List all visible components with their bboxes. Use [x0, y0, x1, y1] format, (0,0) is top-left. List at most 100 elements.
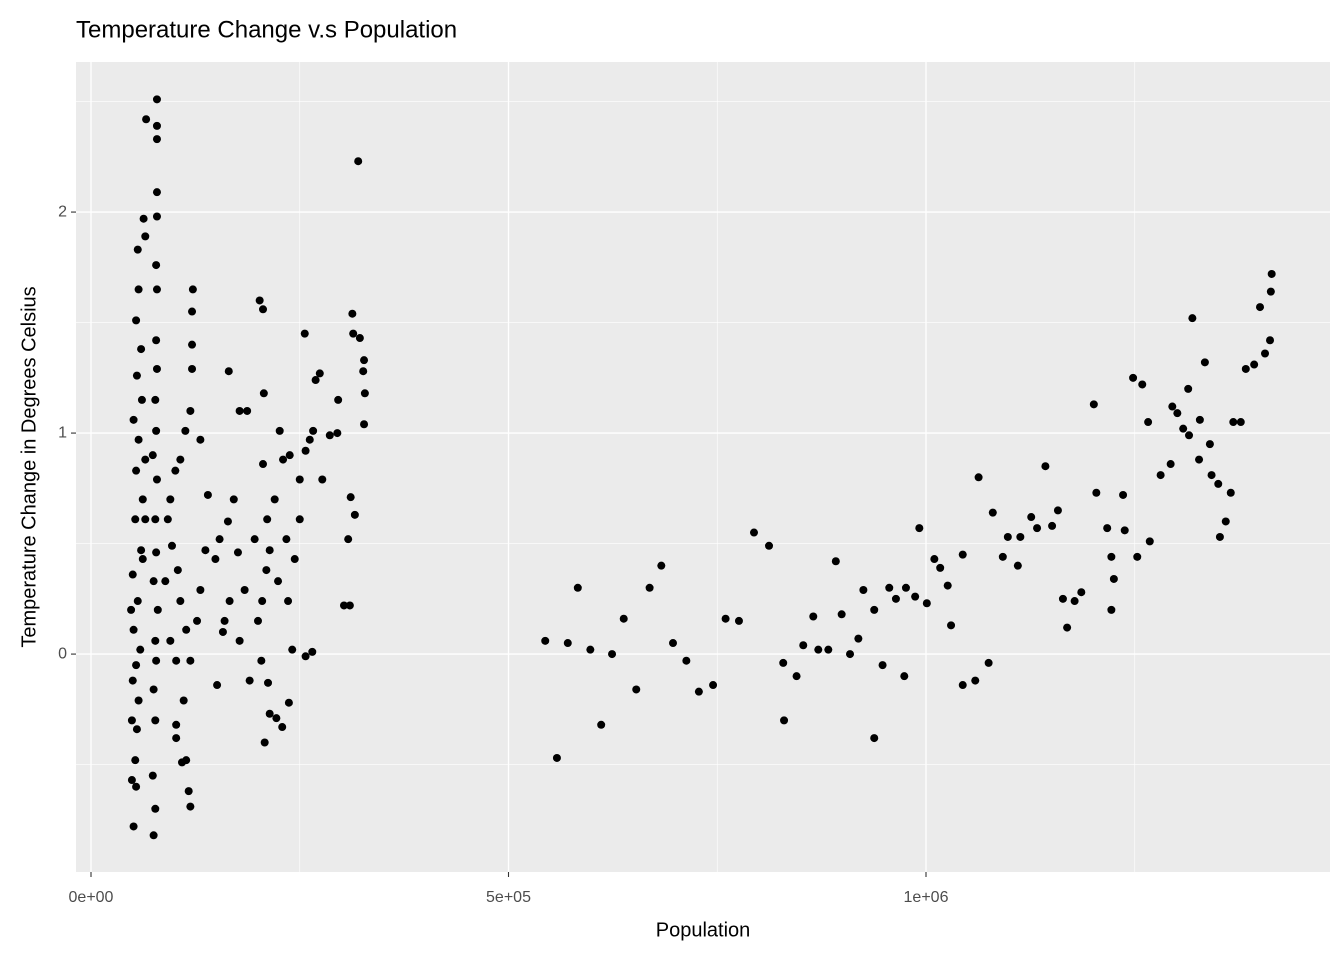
point	[213, 681, 222, 690]
point	[151, 636, 160, 645]
point	[129, 625, 138, 634]
point	[809, 612, 818, 621]
point	[1173, 409, 1182, 418]
point	[127, 605, 136, 614]
point	[824, 645, 833, 654]
point	[284, 698, 293, 707]
point	[541, 636, 550, 645]
point	[1267, 269, 1276, 278]
point	[193, 616, 202, 625]
point	[215, 535, 224, 544]
point	[188, 285, 197, 294]
point	[229, 495, 238, 504]
point	[1070, 597, 1079, 606]
point	[668, 639, 677, 648]
point	[133, 597, 142, 606]
point	[318, 475, 327, 484]
point	[265, 546, 274, 555]
point	[245, 676, 254, 685]
point	[1256, 303, 1265, 312]
point	[149, 577, 158, 586]
point	[779, 658, 788, 667]
point	[279, 455, 288, 464]
point	[1107, 552, 1116, 561]
point	[958, 681, 967, 690]
y-tick-label: 0	[58, 645, 67, 662]
point	[911, 592, 920, 601]
point	[151, 804, 160, 813]
point	[1166, 460, 1175, 469]
point	[709, 681, 718, 690]
point	[1200, 358, 1209, 367]
point	[182, 625, 191, 634]
point	[131, 756, 140, 765]
point	[1156, 471, 1165, 480]
point	[262, 566, 271, 575]
point	[259, 305, 268, 314]
point	[161, 577, 170, 586]
point	[1077, 588, 1086, 597]
point	[260, 738, 269, 747]
point	[325, 431, 334, 440]
point	[878, 661, 887, 670]
point	[947, 621, 956, 630]
point	[1241, 364, 1250, 373]
point	[172, 720, 181, 729]
point	[152, 336, 161, 345]
point	[285, 451, 294, 460]
point	[1133, 552, 1142, 561]
point	[172, 734, 181, 743]
point	[171, 466, 180, 475]
point	[137, 345, 146, 354]
point	[301, 446, 310, 455]
point	[344, 535, 353, 544]
point	[1103, 524, 1112, 533]
point	[152, 475, 161, 484]
point	[176, 455, 185, 464]
point	[974, 473, 983, 482]
point	[224, 367, 233, 376]
point	[295, 475, 304, 484]
point	[127, 776, 136, 785]
point	[749, 528, 758, 537]
y-tick-label: 2	[58, 203, 67, 220]
point	[971, 676, 980, 685]
point	[792, 672, 801, 681]
point	[134, 435, 143, 444]
point	[211, 555, 220, 564]
point	[1229, 418, 1238, 427]
point	[134, 285, 143, 294]
point	[1184, 384, 1193, 393]
point	[891, 594, 900, 603]
point	[1207, 471, 1216, 480]
point	[132, 466, 141, 475]
point	[1003, 532, 1012, 541]
point	[1089, 400, 1098, 409]
point	[172, 656, 181, 665]
point	[201, 546, 210, 555]
point	[133, 245, 142, 254]
point	[334, 395, 343, 404]
point	[233, 548, 242, 557]
point	[597, 720, 606, 729]
point	[152, 364, 161, 373]
point	[814, 645, 823, 654]
point	[186, 406, 195, 415]
point	[1129, 373, 1138, 382]
point	[1144, 418, 1153, 427]
point	[305, 435, 314, 444]
point	[288, 645, 297, 654]
point	[1107, 605, 1116, 614]
point	[360, 420, 369, 429]
point	[1266, 287, 1275, 296]
point	[632, 685, 641, 694]
point	[854, 634, 863, 643]
point	[1058, 594, 1067, 603]
point	[608, 650, 617, 659]
point	[1261, 349, 1270, 358]
point	[360, 356, 369, 365]
point	[132, 782, 141, 791]
point	[149, 685, 158, 694]
point	[196, 585, 205, 594]
point	[1145, 537, 1154, 546]
